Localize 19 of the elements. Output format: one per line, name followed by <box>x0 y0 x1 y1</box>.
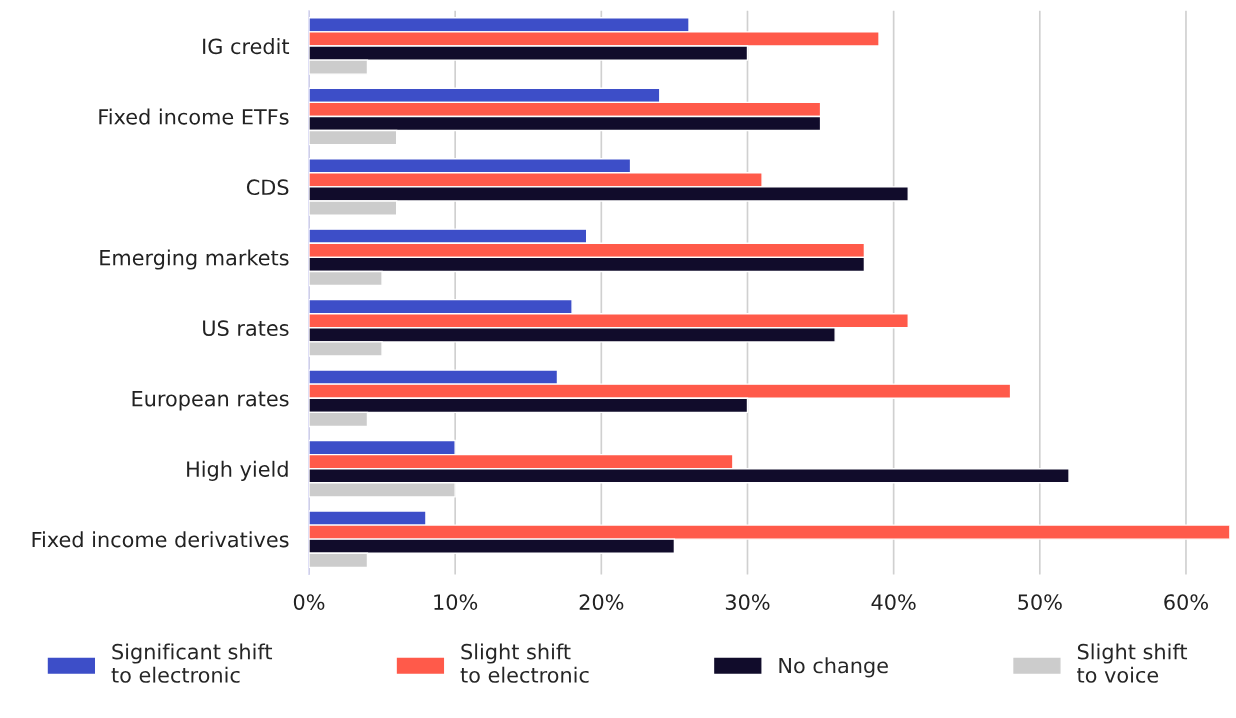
legend-label: Slight shift to voice <box>1077 643 1188 683</box>
x-tick-label: 50% <box>1018 594 1062 610</box>
x-tick-label: 60% <box>1164 594 1208 610</box>
legend-label: Slight shift to electronic <box>460 643 589 683</box>
legend-label: No change <box>779 657 888 678</box>
x-tick-label: 10% <box>434 594 478 610</box>
x-tick-label: 40% <box>871 594 916 610</box>
y-tick-label: CDS <box>246 179 289 196</box>
x-tick-label: 30% <box>725 594 770 610</box>
y-tick-label: Fixed income ETFs <box>99 108 289 125</box>
y-tick-label: European rates <box>132 390 289 411</box>
y-tick-label: Emerging markets <box>100 249 289 270</box>
y-tick-label: IG credit <box>203 38 290 55</box>
x-tick-label: 0% <box>293 594 325 610</box>
y-tick-label: US rates <box>203 320 289 337</box>
y-tick-label: Fixed income derivatives <box>32 531 289 548</box>
y-tick-label: High yield <box>187 460 288 481</box>
legend-label: Significant shift to electronic <box>111 643 273 683</box>
x-tick-label: 20% <box>579 594 624 610</box>
